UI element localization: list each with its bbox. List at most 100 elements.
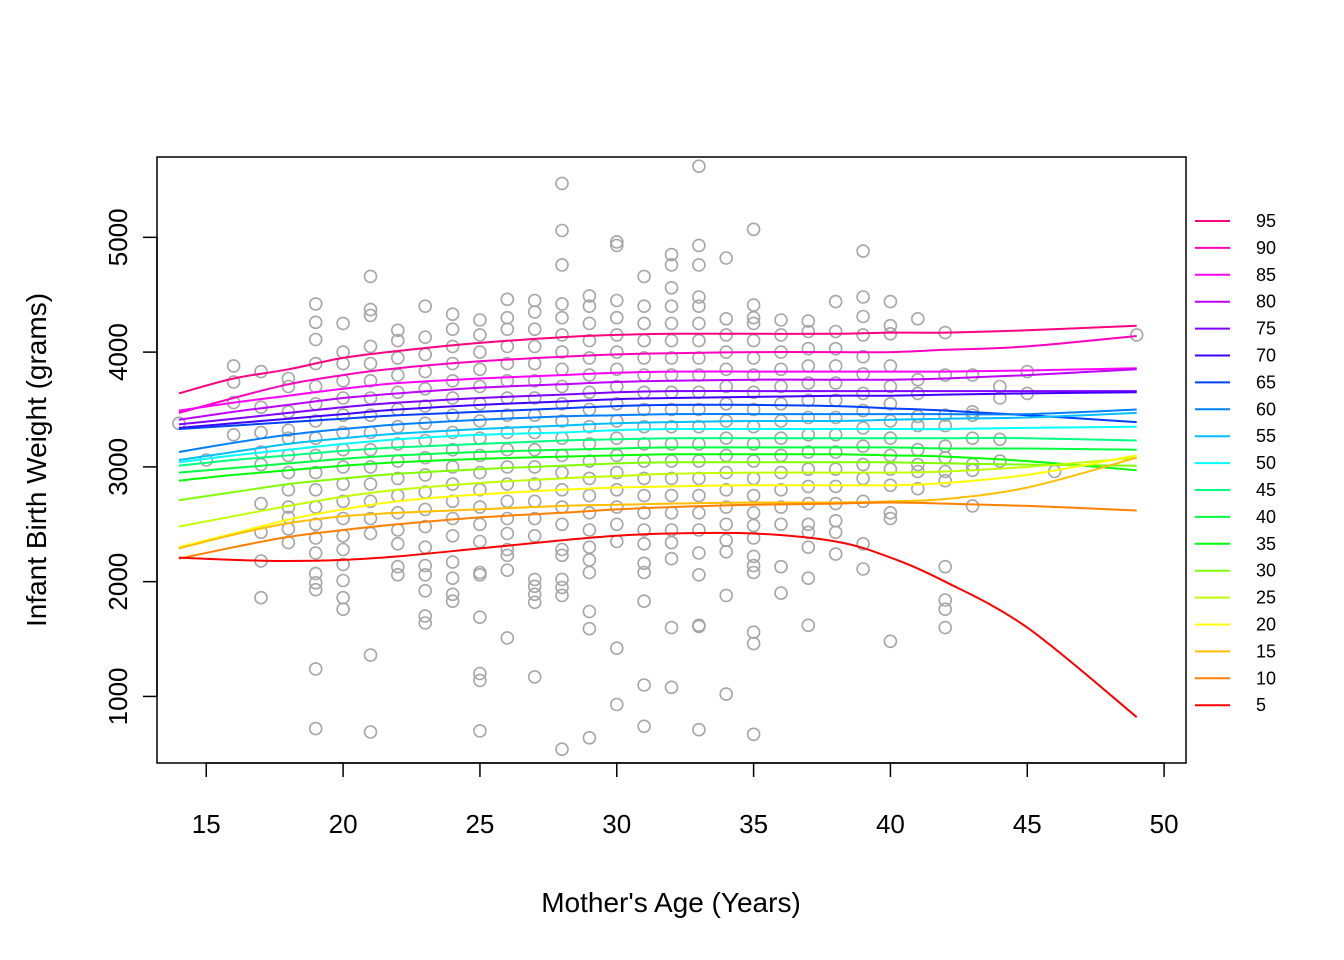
data-point bbox=[664, 471, 679, 486]
data-point bbox=[308, 315, 323, 330]
data-point bbox=[664, 258, 679, 272]
data-point bbox=[527, 587, 542, 602]
data-point bbox=[883, 634, 898, 649]
data-point bbox=[692, 546, 706, 560]
data-point bbox=[637, 505, 651, 520]
data-point bbox=[664, 419, 679, 434]
data-point bbox=[555, 396, 569, 411]
legend-label-20: 20 bbox=[1256, 615, 1276, 635]
data-point bbox=[527, 477, 542, 491]
data-point bbox=[801, 341, 816, 356]
data-point bbox=[582, 316, 597, 331]
data-point bbox=[281, 379, 296, 394]
data-point bbox=[664, 299, 679, 314]
data-point bbox=[527, 293, 542, 308]
data-point bbox=[774, 482, 788, 497]
data-point bbox=[965, 368, 980, 382]
data-point bbox=[336, 528, 350, 543]
data-point bbox=[555, 465, 569, 480]
data-point bbox=[254, 590, 268, 605]
data-point bbox=[582, 419, 597, 434]
data-point bbox=[746, 351, 761, 365]
data-point bbox=[692, 290, 706, 304]
data-point bbox=[390, 471, 405, 486]
data-point bbox=[363, 477, 378, 491]
data-point bbox=[856, 403, 870, 418]
data-point bbox=[609, 641, 624, 656]
data-point bbox=[637, 719, 651, 734]
data-point bbox=[719, 251, 734, 265]
data-point bbox=[363, 391, 378, 405]
data-point bbox=[746, 310, 761, 325]
data-point bbox=[637, 454, 651, 468]
data-point bbox=[418, 583, 433, 598]
data-point bbox=[664, 488, 679, 503]
data-point bbox=[500, 408, 515, 423]
data-point bbox=[473, 448, 487, 463]
data-point bbox=[746, 488, 761, 503]
quantile-line-65 bbox=[178, 403, 1137, 430]
data-point bbox=[500, 292, 515, 307]
legend-label-30: 30 bbox=[1256, 561, 1276, 581]
data-point bbox=[418, 468, 433, 482]
data-point bbox=[582, 299, 597, 314]
data-point bbox=[500, 631, 515, 645]
data-point bbox=[363, 725, 378, 739]
legend-label-25: 25 bbox=[1256, 588, 1276, 608]
data-point bbox=[308, 582, 323, 597]
data-point bbox=[308, 431, 323, 446]
data-point bbox=[664, 505, 679, 520]
data-point bbox=[664, 351, 679, 365]
data-point bbox=[555, 345, 569, 359]
data-point bbox=[500, 339, 515, 354]
data-point bbox=[609, 517, 624, 532]
data-point bbox=[1129, 328, 1144, 342]
data-point bbox=[555, 379, 569, 394]
data-point bbox=[418, 347, 433, 362]
data-point bbox=[336, 590, 350, 605]
y-tick-label: 5000 bbox=[103, 208, 133, 266]
data-point bbox=[418, 558, 433, 573]
data-point bbox=[910, 457, 925, 472]
legend-label-80: 80 bbox=[1256, 292, 1276, 312]
quantile-line-25 bbox=[178, 456, 1137, 528]
data-point bbox=[746, 531, 761, 545]
legend-label-55: 55 bbox=[1256, 426, 1276, 446]
data-point bbox=[828, 513, 843, 528]
quantile-line-15 bbox=[178, 456, 1137, 550]
data-point bbox=[746, 402, 761, 417]
quantile-lines bbox=[178, 324, 1138, 718]
data-point bbox=[883, 505, 898, 520]
data-point bbox=[363, 269, 378, 284]
data-point bbox=[637, 419, 651, 434]
data-point bbox=[637, 333, 651, 348]
data-point bbox=[582, 505, 597, 520]
legend-label-5: 5 bbox=[1256, 695, 1266, 715]
data-point bbox=[555, 258, 569, 272]
legend-label-15: 15 bbox=[1256, 641, 1276, 661]
data-point bbox=[582, 565, 597, 580]
data-point bbox=[527, 373, 542, 388]
data-point bbox=[719, 328, 734, 342]
data-point bbox=[856, 349, 870, 364]
data-point bbox=[746, 505, 761, 520]
quantile-line-80 bbox=[178, 368, 1137, 421]
data-point bbox=[883, 511, 898, 526]
data-point bbox=[856, 309, 870, 324]
data-point bbox=[801, 445, 816, 459]
data-point bbox=[473, 328, 487, 342]
data-point bbox=[719, 362, 734, 377]
data-point bbox=[555, 328, 569, 342]
data-point bbox=[390, 419, 405, 434]
data-point bbox=[390, 323, 405, 338]
data-point bbox=[336, 316, 350, 331]
data-point bbox=[883, 396, 898, 411]
data-point bbox=[856, 439, 870, 454]
data-point bbox=[226, 427, 241, 442]
data-point bbox=[418, 330, 433, 345]
data-point bbox=[637, 471, 651, 486]
data-point bbox=[664, 535, 679, 550]
data-point bbox=[609, 238, 624, 253]
data-point bbox=[637, 351, 651, 365]
data-point bbox=[445, 594, 460, 609]
